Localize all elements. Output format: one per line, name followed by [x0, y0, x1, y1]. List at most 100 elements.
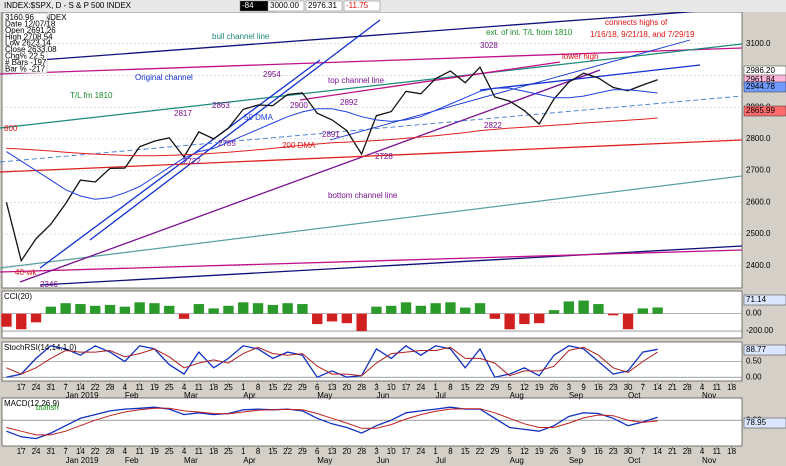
bar	[563, 301, 575, 314]
price-label: 2944.78	[746, 82, 775, 91]
trend-line	[39, 7, 743, 61]
header-bg	[0, 0, 786, 12]
y-tick-label: 3100.0	[746, 39, 771, 48]
annotation: ext. of int. T/L from 1810	[486, 28, 573, 37]
header-box	[305, 0, 343, 12]
ma-label: 50 DMA	[244, 113, 274, 122]
current-value: 78.95	[746, 418, 767, 427]
y-tick-label: 0.50	[746, 357, 762, 366]
annotation: 2900	[290, 101, 308, 110]
annotation: lower high	[562, 52, 598, 61]
bar	[90, 305, 101, 314]
x-month-label: Sep	[569, 456, 584, 465]
x-tick-label: 5	[507, 383, 512, 392]
annotation: 2954	[263, 70, 281, 79]
x-month-label: Oct	[628, 456, 641, 465]
bar	[504, 313, 515, 330]
x-tick-label: 15	[268, 383, 277, 392]
x-month-label: Jul	[436, 456, 446, 465]
panel-title: MACD(12,26,9)	[4, 399, 60, 408]
x-tick-label: 11	[135, 383, 144, 392]
x-tick-label: 21	[668, 383, 677, 392]
annotation: top channel line	[328, 76, 385, 85]
bar	[134, 302, 145, 314]
x-tick-label: 14	[76, 447, 85, 456]
header-symbol: INDEX:$SPX, D - S & P 500 INDEX	[4, 1, 132, 10]
bar	[193, 304, 205, 314]
x-tick-label: 19	[535, 447, 544, 456]
x-tick-label: 18	[727, 447, 736, 456]
x-tick-label: 29	[490, 447, 499, 456]
x-tick-label: 14	[653, 383, 662, 392]
header-box	[267, 0, 305, 12]
x-tick-label: 11	[195, 383, 204, 392]
x-month-label: Oct	[628, 391, 641, 400]
annotation: 2728	[375, 152, 393, 161]
x-tick-label: 25	[165, 447, 174, 456]
x-tick-label: 5	[507, 447, 512, 456]
x-tick-label: 26	[550, 383, 559, 392]
bar	[267, 304, 279, 314]
series-line	[6, 407, 658, 436]
x-tick-label: 4	[123, 383, 128, 392]
header-value: 2976.31	[308, 1, 337, 10]
x-tick-label: 20	[342, 383, 351, 392]
x-tick-label: 8	[256, 383, 261, 392]
bar	[445, 302, 456, 314]
bar	[178, 313, 190, 319]
annotation: bull channel line	[212, 32, 270, 41]
x-tick-label: 10	[387, 383, 396, 392]
annotation: 40-wk	[15, 268, 37, 277]
x-tick-label: 7	[641, 383, 646, 392]
x-tick-label: 22	[283, 383, 292, 392]
trend-line	[479, 64, 701, 91]
price-label: 2961.84	[746, 75, 775, 84]
annotation: 2817	[174, 109, 192, 118]
x-tick-label: 4	[123, 447, 128, 456]
x-month-label: Nov	[702, 456, 716, 465]
bar	[75, 304, 86, 314]
trend-line	[329, 39, 691, 141]
trend-line	[299, 61, 561, 101]
trend-line	[0, 43, 743, 129]
x-tick-label: 3	[374, 447, 379, 456]
panel-title: StochRSI(14,14,1,0)	[4, 343, 77, 352]
x-tick-label: 19	[150, 383, 159, 392]
current-value: 88.77	[746, 345, 767, 354]
info-row: High 2708.54	[5, 32, 53, 41]
ma-label: 200 DMA	[282, 141, 316, 150]
bar	[326, 313, 338, 322]
x-tick-label: 4	[182, 447, 187, 456]
current-value-box	[743, 294, 786, 306]
trend-line	[0, 47, 743, 75]
info-row: Close 2633.08	[5, 45, 57, 54]
x-tick-label: 28	[106, 383, 115, 392]
annotation: 3028	[480, 41, 498, 50]
x-tick-label: 25	[224, 447, 233, 456]
x-tick-label: 11	[713, 447, 722, 456]
annotation: 800	[4, 124, 18, 133]
x-tick-label: 12	[520, 447, 529, 456]
x-tick-label: 8	[256, 447, 261, 456]
x-tick-label: 3	[374, 383, 379, 392]
y-tick-label: 2600.0	[746, 197, 771, 206]
bar	[519, 313, 530, 325]
x-tick-label: 19	[535, 383, 544, 392]
bar	[400, 302, 412, 314]
price-label-box	[743, 81, 786, 93]
x-tick-label: 18	[727, 383, 736, 392]
price-label-box	[743, 105, 786, 117]
x-tick-label: 24	[32, 383, 41, 392]
bar	[164, 305, 175, 314]
bar	[415, 305, 427, 314]
y-tick-label: 2500.0	[746, 229, 771, 238]
x-tick-label: 7	[63, 447, 68, 456]
info-row: Low 2623.14	[5, 39, 51, 48]
bar	[208, 308, 219, 314]
bar	[489, 313, 501, 319]
bar	[460, 307, 471, 314]
bar	[371, 306, 382, 314]
panel	[1, 397, 743, 447]
x-tick-label: 17	[402, 447, 411, 456]
x-tick-label: 16	[594, 383, 603, 392]
